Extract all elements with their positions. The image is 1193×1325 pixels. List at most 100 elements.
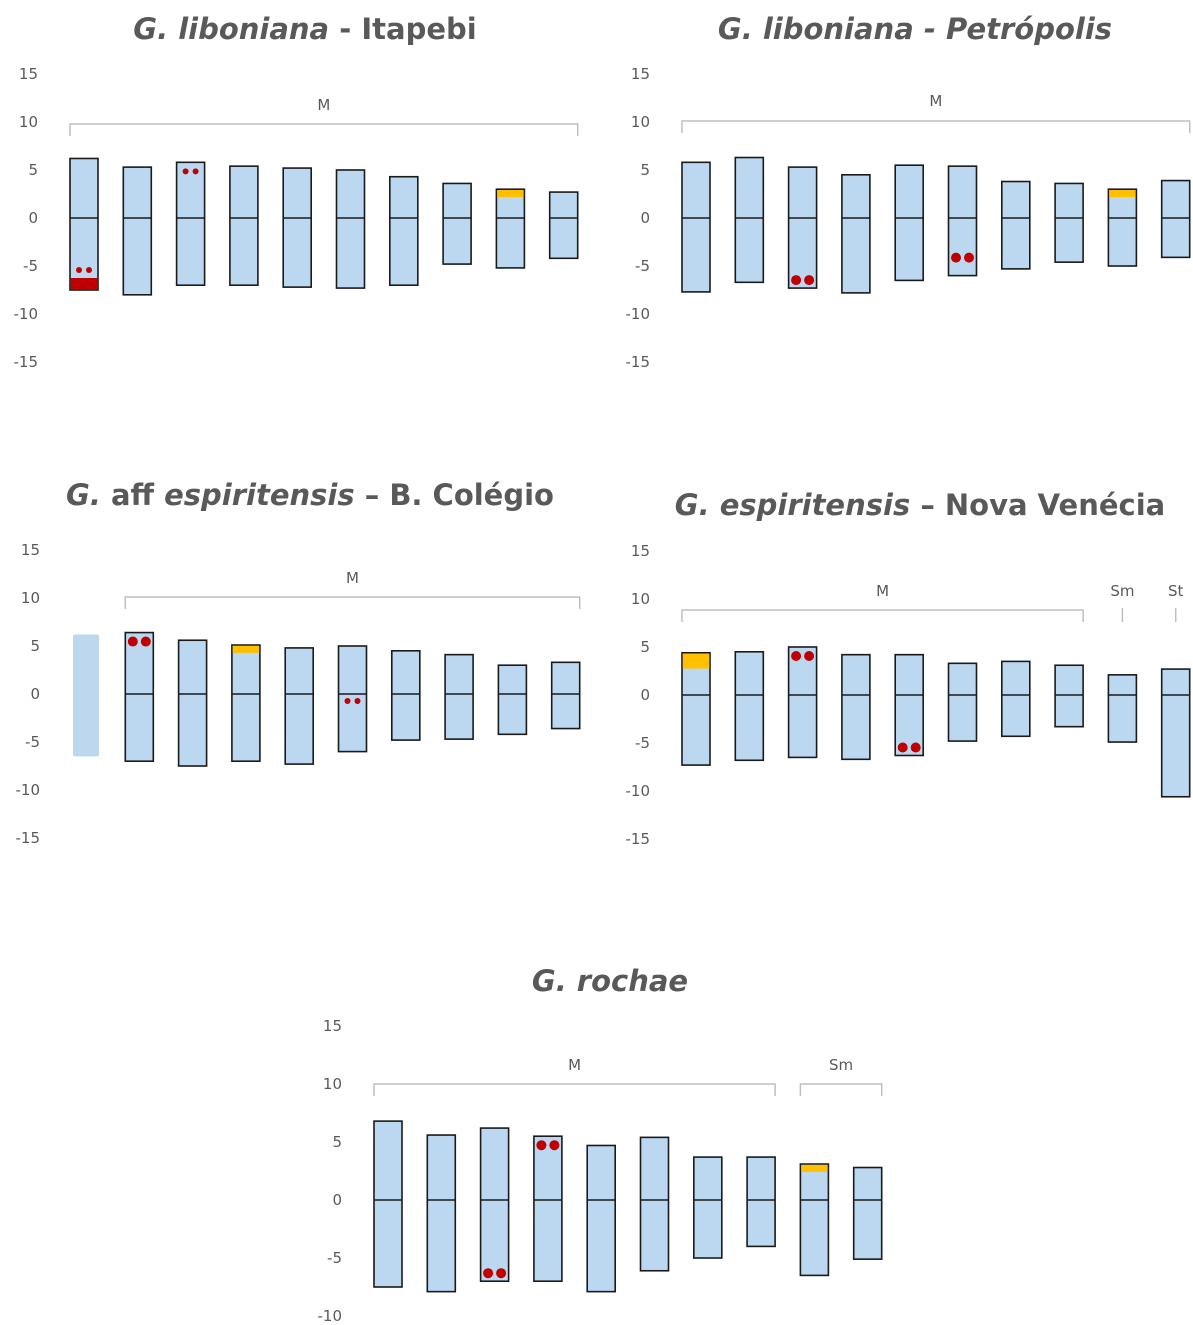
- title-species: G. espiritensis: [674, 488, 911, 522]
- red-dot: [549, 1140, 560, 1151]
- y-tick-label: 5: [640, 161, 650, 179]
- chromosome-bar: [497, 664, 528, 736]
- red-dot: [897, 742, 908, 753]
- y-tick-label: 10: [631, 590, 650, 608]
- yellow-band: [682, 653, 710, 669]
- y-tick-label: -10: [318, 1307, 343, 1325]
- y-tick-label: -10: [14, 305, 39, 323]
- y-tick-label: 5: [640, 638, 650, 656]
- y-tick-label: 5: [28, 161, 38, 179]
- red-dot: [182, 168, 189, 175]
- y-tick-label: 15: [323, 1017, 342, 1035]
- chromosome-bar: [1107, 188, 1138, 267]
- group-label: Sm: [829, 1056, 853, 1074]
- chromosome-bar: [426, 1134, 457, 1293]
- red-dot: [192, 168, 199, 175]
- panel-title: G. liboniana - Itapebi: [60, 12, 550, 46]
- yellow-band: [1109, 190, 1136, 197]
- y-tick-label: 0: [30, 685, 40, 703]
- chromosome-bar: [442, 182, 472, 265]
- group-label: St: [1168, 582, 1184, 600]
- chromosome-bar: [1054, 664, 1084, 728]
- chromosome-bar: [586, 1144, 617, 1293]
- karyotype-chart: 15 10 5 0 -5 -10 -15 M Sm St: [626, 542, 1191, 848]
- red-dot: [964, 252, 974, 263]
- chromosome-bar: [947, 662, 978, 742]
- chromosome-bar: [533, 1135, 563, 1282]
- y-tick-label: -5: [635, 734, 650, 752]
- panel-rochae: G. rochae 15 10 5 0 -5 -10 M Sm: [300, 950, 900, 1325]
- chromosome-bar: [787, 166, 818, 289]
- title-genus: G.: [66, 478, 101, 512]
- red-dot: [791, 275, 802, 286]
- chromosome-bar: [681, 161, 711, 293]
- chromosome-bar: [841, 653, 871, 761]
- red-dot: [804, 651, 815, 661]
- chromosome-bar: [444, 653, 474, 740]
- yellow-band: [232, 645, 260, 653]
- panel-title: G. espiritensis – Nova Venécia: [660, 488, 1180, 522]
- chromosome-bar: [390, 650, 421, 741]
- chromosome-bar: [734, 651, 765, 762]
- y-tick-label: 15: [631, 542, 650, 560]
- y-tick-label: 15: [19, 65, 38, 83]
- title-species: G. rochae: [531, 964, 689, 998]
- y-tick-label: -5: [635, 257, 650, 275]
- red-dot: [910, 742, 921, 753]
- y-tick-label: -15: [14, 353, 39, 371]
- red-dot: [76, 267, 82, 273]
- chromosome-bar: [284, 647, 315, 765]
- chromosome-bar: [550, 661, 581, 730]
- group-label: M: [346, 569, 359, 587]
- red-dot: [127, 636, 138, 647]
- y-tick-label: -15: [626, 353, 651, 371]
- y-tick-label: -15: [16, 829, 41, 847]
- y-tick-label: 0: [28, 209, 38, 227]
- red-dot: [536, 1140, 547, 1151]
- chromosome-bar: [335, 169, 366, 289]
- title-aff: aff: [100, 478, 165, 512]
- panel-aff-espiritensis-colegio: G. aff espiritensis – B. Colégio 15 10 5 0 -…: [0, 470, 600, 890]
- y-tick-label: 5: [332, 1133, 342, 1151]
- chromosome-bar: [1000, 660, 1031, 738]
- y-tick-label: 10: [21, 589, 40, 607]
- y-tick-label: -5: [25, 733, 40, 751]
- y-tick-label: 5: [30, 637, 40, 655]
- group-bracket: [373, 1083, 776, 1096]
- red-dot: [804, 275, 815, 286]
- chromosome-bar: [231, 644, 261, 762]
- chromosome-bar: [229, 165, 259, 287]
- chromosome-bar: [495, 188, 526, 269]
- y-tick-label: -10: [626, 305, 651, 323]
- panel-title: G. aff espiritensis – B. Colégio: [40, 478, 580, 512]
- group-bracket: [681, 609, 1084, 622]
- chromosome-bar: [1054, 182, 1084, 263]
- panel-liboniana-itapebi: G. liboniana - Itapebi 15 10 5 0 -5 -10 -15 M: [0, 0, 600, 420]
- chromosome-bar: [175, 161, 206, 287]
- chromosome-bar: [787, 646, 818, 759]
- chromosome-bar: [841, 174, 871, 294]
- chromosome-bar: [894, 164, 925, 282]
- red-band: [70, 278, 98, 290]
- chromosome-bar: [681, 651, 711, 766]
- title-locality: – B. Colégio: [354, 478, 554, 512]
- title-locality: – Nova Venécia: [910, 488, 1166, 522]
- chromosome-bar: [373, 1120, 403, 1288]
- group-bracket: [799, 1083, 883, 1096]
- y-tick-label: 15: [21, 541, 40, 559]
- red-dot: [483, 1268, 494, 1279]
- red-dot: [86, 267, 92, 273]
- chromosome-bar: [388, 175, 419, 287]
- title-locality: - Itapebi: [329, 12, 477, 46]
- red-dot: [791, 651, 802, 661]
- chromosome-bar: [947, 165, 978, 277]
- chromosome-bar: [692, 1156, 723, 1259]
- group-label: M: [876, 582, 889, 600]
- chromosome-bar: [1160, 668, 1191, 798]
- chromosome-bar: [337, 645, 368, 753]
- group-label: M: [929, 92, 942, 110]
- chromosome-bar: [852, 1166, 883, 1260]
- red-dot: [140, 636, 151, 647]
- chromosome-bar: [799, 1163, 830, 1277]
- karyotype-chart: 15 10 5 0 -5 -10 -15 M: [16, 541, 581, 847]
